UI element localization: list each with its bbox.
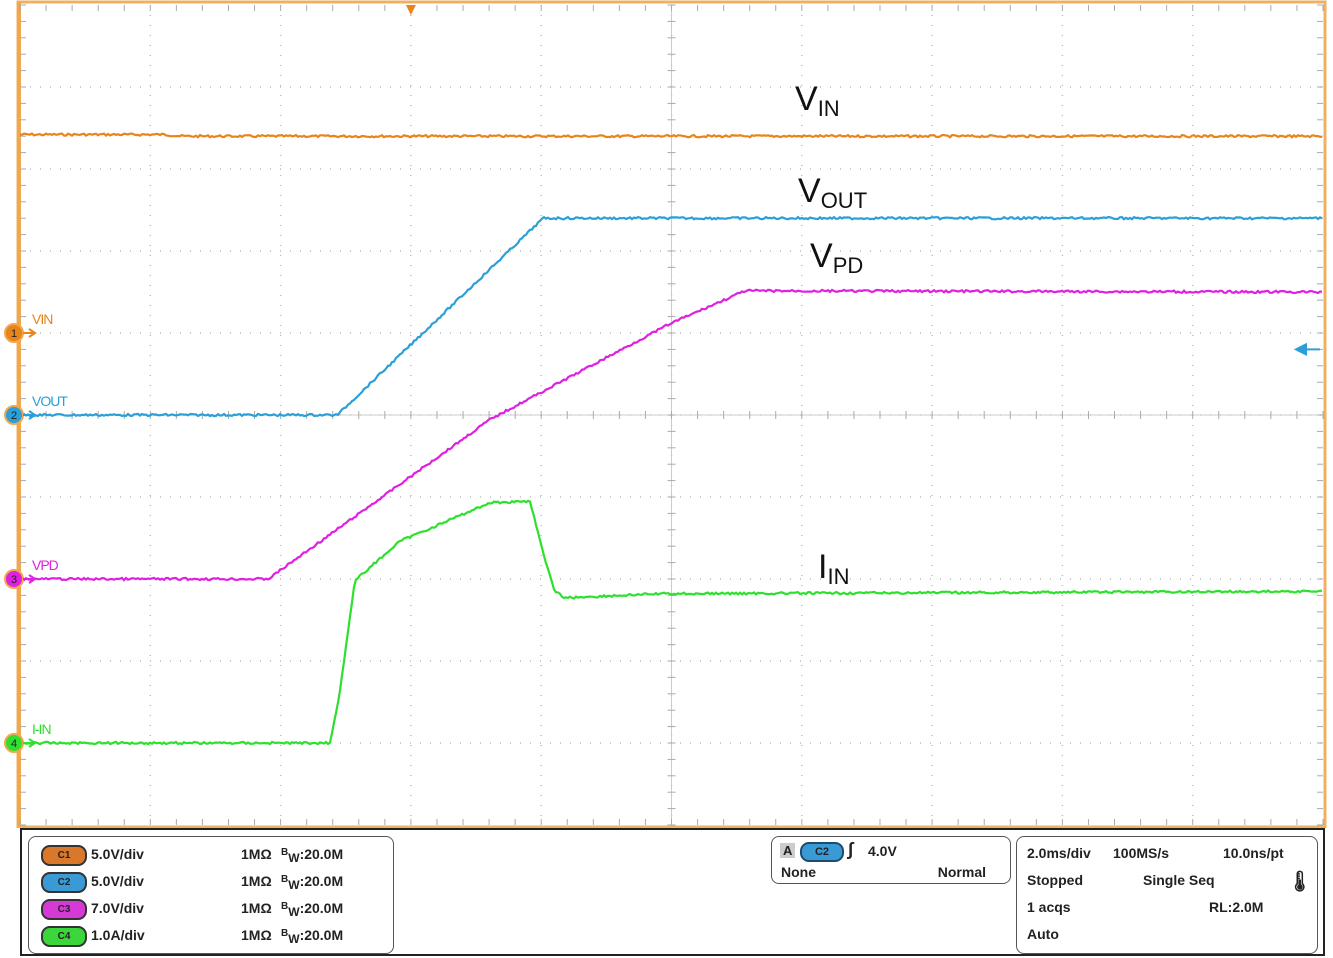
channel-bandwidth: BW:20.0M — [281, 927, 344, 946]
channel-arrow-icon — [23, 328, 37, 338]
annotation-main: V — [798, 172, 821, 210]
trigger-label: A — [780, 843, 796, 858]
channel-scale: 1.0A/div — [91, 927, 145, 943]
channel-label-vin: VIN — [32, 311, 52, 327]
channel-bandwidth: BW:20.0M — [281, 846, 344, 865]
channel-settings: C1 5.0V/div 1MΩ BW:20.0M C2 5.0V/div 1MΩ … — [28, 836, 394, 954]
trace-annotation: VPD — [810, 237, 863, 279]
channel-badge[interactable]: C1 — [41, 845, 87, 866]
time-scale: 2.0ms/div — [1027, 845, 1091, 861]
channel-impedance: 1MΩ — [241, 846, 272, 862]
auto-mode: Auto — [1027, 926, 1059, 942]
channel-badge[interactable]: C2 — [41, 872, 87, 893]
channel-badge[interactable]: C3 — [41, 899, 87, 920]
channel-impedance: 1MΩ — [241, 900, 272, 916]
record-length: RL:2.0M — [1209, 899, 1264, 915]
channel-impedance: 1MΩ — [241, 927, 272, 943]
trigger-mode: Normal — [937, 864, 986, 880]
annotation-sub: IN — [817, 96, 840, 121]
channel-row[interactable]: C3 7.0V/div 1MΩ BW:20.0M — [29, 899, 393, 921]
annotation-sub: IN — [827, 564, 850, 589]
channel-4-number: 4 — [11, 738, 17, 750]
channel-row[interactable]: C4 1.0A/div 1MΩ BW:20.0M — [29, 926, 393, 948]
trigger-level-marker — [1293, 342, 1320, 357]
thermometer-icon: 🌡 — [1287, 871, 1313, 893]
status-panel: C1 5.0V/div 1MΩ BW:20.0M C2 5.0V/div 1MΩ … — [20, 828, 1325, 956]
channel-arrow-icon — [23, 410, 37, 420]
channel-impedance: 1MΩ — [241, 873, 272, 889]
resolution: 10.0ns/pt — [1223, 845, 1284, 861]
channel-scale: 5.0V/div — [91, 873, 144, 889]
trace-vpd — [19, 288, 1322, 582]
channel-row[interactable]: C1 5.0V/div 1MΩ BW:20.0M — [29, 845, 393, 867]
channel-scale: 5.0V/div — [91, 846, 144, 862]
trigger-level: 4.0V — [868, 843, 897, 859]
channel-label-vpd: VPD — [32, 557, 59, 573]
trigger-source-badge: C2 — [800, 842, 844, 862]
annotation-main: V — [795, 80, 818, 118]
channel-1-number: 1 — [11, 328, 17, 340]
annotation-sub: PD — [832, 253, 864, 278]
channel-bandwidth: BW:20.0M — [281, 873, 344, 892]
rising-edge-icon: ∫ — [848, 839, 853, 859]
channel-3-number: 3 — [11, 574, 17, 586]
annotation-sub: OUT — [820, 188, 868, 213]
channel-bandwidth: BW:20.0M — [281, 900, 344, 919]
channel-row[interactable]: C2 5.0V/div 1MΩ BW:20.0M — [29, 872, 393, 894]
trigger-settings[interactable]: A C2 ∫ 4.0V None Normal — [771, 836, 1011, 884]
annotation-main: V — [810, 237, 833, 275]
channel-arrow-icon — [23, 738, 37, 748]
annotation-main: I — [818, 548, 828, 586]
channel-arrow-icon — [23, 574, 37, 584]
acq-count: 1 acqs — [1027, 899, 1071, 915]
trace-annotation: IIN — [818, 548, 849, 590]
trace-annotation: VIN — [795, 80, 840, 122]
channel-2-number: 2 — [11, 410, 17, 422]
trace-i-in — [19, 499, 1323, 746]
trigger-coupling: None — [781, 864, 816, 880]
trace-vout — [19, 215, 1323, 418]
trigger-position-marker — [405, 5, 416, 15]
acq-state: Stopped — [1027, 872, 1083, 888]
channel-badge[interactable]: C4 — [41, 926, 87, 947]
trace-annotation: VOUT — [798, 172, 867, 214]
acq-mode: Single Seq — [1143, 872, 1215, 888]
channel-scale: 7.0V/div — [91, 900, 144, 916]
channel-label-vout: VOUT — [32, 393, 68, 409]
timebase-settings[interactable]: 2.0ms/div 100MS/s 10.0ns/pt Stopped Sing… — [1016, 836, 1318, 954]
sample-rate: 100MS/s — [1113, 845, 1170, 861]
trace-vin — [19, 132, 1323, 139]
channel-label-i-in: I-IN — [32, 721, 51, 737]
